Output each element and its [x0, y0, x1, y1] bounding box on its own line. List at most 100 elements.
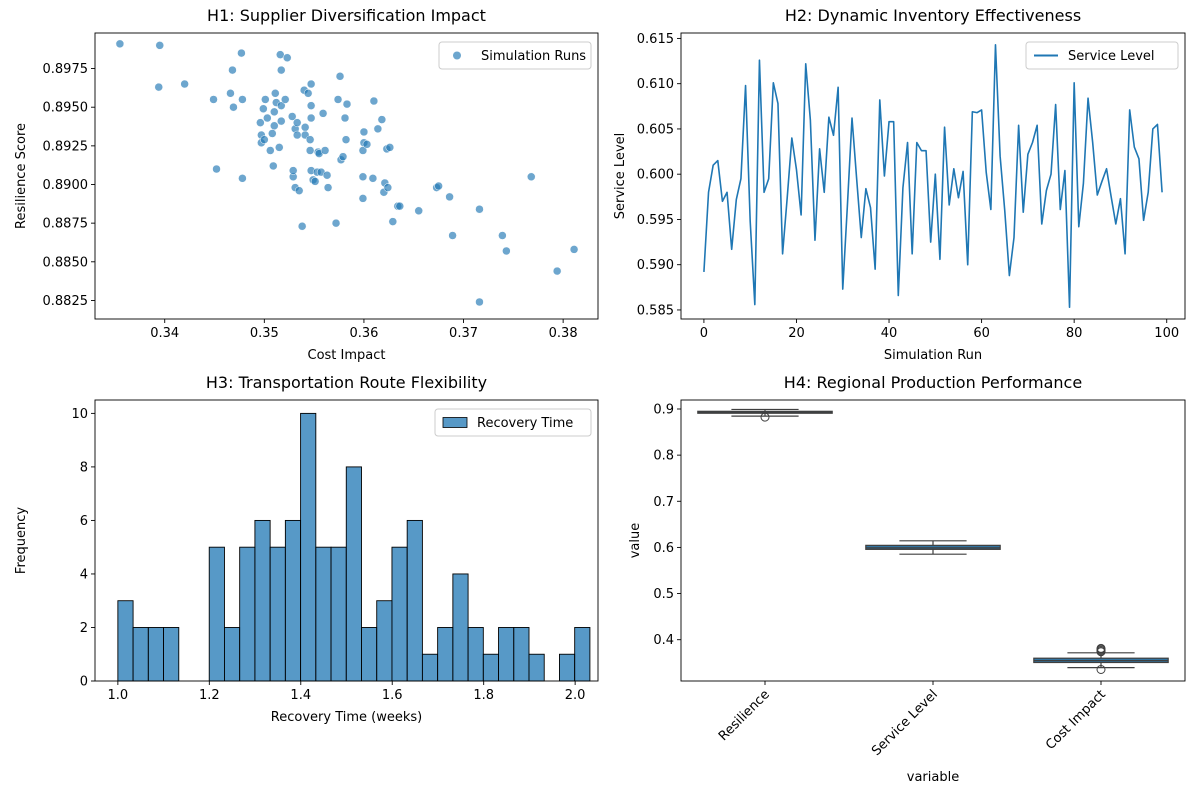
scatter-point — [209, 95, 218, 104]
x-tick-label: 1.6 — [382, 688, 403, 703]
x-tick-label: 0.36 — [349, 326, 378, 341]
histogram-bar — [421, 653, 439, 682]
outlier-point — [1096, 664, 1106, 674]
chart-h2-line: 0 20 40 60 80 100 0.585 0.590 0.595 0.600 0.605 0.6… — [613, 6, 1186, 363]
chart-h1-scatter: 0.34 0.35 0.36 0.37 0.38 0.8825 0.8850 0.8875 0.… — [14, 6, 599, 363]
histogram-bar — [498, 627, 515, 682]
scatter-point — [414, 206, 423, 216]
scatter-point — [260, 135, 269, 144]
legend-label: Simulation Runs — [481, 49, 586, 64]
x-tick-label: 0.38 — [549, 326, 578, 341]
histogram-bar — [361, 627, 378, 682]
histogram-bar — [239, 546, 256, 682]
scatter-point — [277, 65, 286, 75]
y-tick-label: 2 — [80, 621, 88, 636]
scatter-point — [475, 204, 484, 214]
x-tick-label: 0 — [700, 326, 708, 341]
y-tick-label: 0.7 — [653, 495, 674, 510]
scatter-point — [292, 130, 302, 140]
scatter-point — [335, 72, 345, 81]
scatter-point — [263, 113, 272, 123]
scatter-point — [266, 146, 275, 155]
scatter-point — [323, 183, 333, 192]
scatter-point — [259, 104, 268, 114]
scatter-point — [320, 146, 330, 155]
scatter-point — [268, 129, 277, 138]
histogram-bar — [254, 519, 271, 682]
y-tick-label: 0.5 — [653, 587, 674, 602]
legend-marker — [453, 51, 461, 60]
box-3 — [1033, 643, 1169, 674]
histogram-bar — [330, 546, 347, 682]
scatter-point — [238, 95, 247, 104]
x-tick-label: 100 — [1154, 326, 1179, 341]
scatter-point — [277, 101, 286, 110]
scatter-point — [341, 135, 351, 144]
scatter-point — [270, 121, 279, 131]
y-tick-label: 6 — [80, 514, 88, 529]
y-tick-label: 0.605 — [637, 122, 674, 137]
histogram-bar — [315, 546, 332, 682]
chart-h4-boxplot: Resilience Service Level Cost Impact 0.4 0.5… — [628, 373, 1186, 785]
scatter-point — [229, 102, 238, 112]
scatter-point — [226, 89, 235, 98]
scatter-point — [306, 101, 316, 110]
scatter-point — [395, 201, 405, 211]
chart-h3-histogram: 1.0 1.2 1.4 1.6 1.8 2.0 0 2 4 6 8 10 H3: Transportat… — [14, 373, 599, 725]
scatter-point — [358, 172, 368, 182]
scatter-point — [212, 164, 221, 174]
histogram-bar — [132, 627, 149, 682]
scatter-point — [358, 194, 368, 203]
scatter-point — [282, 53, 292, 62]
y-tick-label: 4 — [80, 567, 88, 582]
scatter-point — [305, 135, 315, 144]
y-tick-label: 0.6 — [653, 541, 674, 556]
y-tick-label: 0.595 — [637, 213, 674, 228]
scatter-point — [445, 192, 454, 202]
scatter-point — [270, 107, 279, 117]
legend-box — [1025, 41, 1179, 70]
x-tick-label: 1.0 — [108, 688, 129, 703]
histogram-bar — [452, 573, 469, 682]
outlier-point — [760, 412, 770, 422]
histogram-bar — [528, 653, 545, 682]
scatter-point — [306, 79, 316, 89]
histogram-bar — [345, 466, 362, 682]
histogram-bar — [391, 546, 408, 682]
scatter-point — [377, 115, 387, 124]
x-axis-label: Simulation Run — [884, 348, 982, 363]
legend: Service Level — [1025, 41, 1179, 70]
histogram-bar — [482, 653, 499, 682]
scatter-point — [338, 152, 348, 161]
chart-title: H3: Transportation Route Flexibility — [206, 373, 487, 392]
x-tick-label: 80 — [1066, 326, 1083, 341]
scatter-point — [154, 82, 163, 92]
histogram-bar — [224, 627, 241, 682]
scatter-point — [318, 109, 328, 118]
scatter-point — [373, 124, 383, 134]
histogram-bar — [513, 627, 530, 682]
histogram-bar — [269, 546, 286, 682]
y-axis-label: Resilience Score — [14, 123, 29, 229]
scatter-point — [369, 96, 379, 106]
scatter-point — [342, 99, 352, 109]
x-tick-label: 1.4 — [290, 688, 311, 703]
scatter-point — [256, 118, 265, 127]
y-tick-label: 0.9 — [653, 402, 674, 417]
y-tick-label: 0.8975 — [43, 62, 89, 77]
scatter-point — [303, 89, 313, 98]
y-tick-label: 0.8825 — [43, 294, 89, 309]
x-tick-label: 0.35 — [250, 326, 279, 341]
x-tick-label: 2.0 — [565, 688, 586, 703]
histogram-bar — [559, 653, 576, 682]
histogram-bar — [117, 600, 134, 682]
y-axis-label: Service Level — [613, 133, 628, 220]
scatter-point — [368, 174, 378, 183]
outlier-point — [1096, 647, 1106, 657]
histogram-bar — [376, 600, 393, 682]
scatter-point — [269, 161, 278, 171]
x-tick-label: Resilience — [716, 687, 773, 744]
axes-frame — [680, 32, 1186, 320]
y-tick-label: 0.585 — [637, 303, 674, 318]
